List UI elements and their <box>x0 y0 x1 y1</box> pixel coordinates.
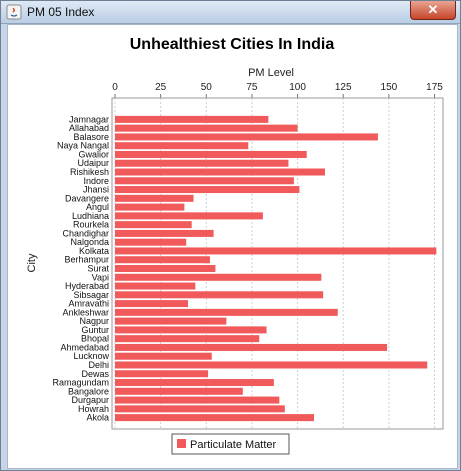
window-title: PM 05 Index <box>27 5 94 19</box>
bar-indore <box>115 177 294 184</box>
bar-lucknow <box>115 353 212 360</box>
bar-ahmedabad <box>115 344 387 351</box>
bar-udaipur <box>115 160 288 167</box>
bar-angul <box>115 204 184 211</box>
bar-berhampur <box>115 256 210 263</box>
close-button[interactable]: ✕ <box>410 1 456 20</box>
bar-amravathi <box>115 300 188 307</box>
java-app-icon <box>6 4 22 20</box>
y-category-label: Akola <box>86 413 109 423</box>
bar-dewas <box>115 370 208 377</box>
bar-allahabad <box>115 125 298 132</box>
bar-delhi <box>115 361 427 368</box>
x-tick-label: 125 <box>335 82 352 93</box>
bar-kolkata <box>115 247 436 254</box>
bar-ankleshwar <box>115 309 338 316</box>
bar-akola <box>115 414 314 421</box>
bar-nagpur <box>115 318 226 325</box>
x-tick-label: 175 <box>426 82 443 93</box>
x-axis-label: PM Level <box>248 67 294 79</box>
close-icon: ✕ <box>428 2 439 17</box>
chart-title: Unhealthiest Cities In India <box>130 36 335 53</box>
bar-howrah <box>115 405 285 412</box>
bar-guntur <box>115 326 267 333</box>
bar-rourkela <box>115 221 192 228</box>
x-tick-label: 75 <box>246 82 258 93</box>
bar-hyderabad <box>115 283 195 290</box>
bar-jhansi <box>115 186 299 193</box>
bar-balasore <box>115 133 378 140</box>
bar-bangalore <box>115 388 243 395</box>
legend: Particulate Matter <box>172 434 289 454</box>
bar-bhopal <box>115 335 259 342</box>
bar-gwalior <box>115 151 307 158</box>
bar-chandighar <box>115 230 214 237</box>
bar-surat <box>115 265 215 272</box>
bar-sibsagar <box>115 291 323 298</box>
x-tick-label: 50 <box>201 82 213 93</box>
bar-chart: Unhealthiest Cities In India PM Level Ci… <box>8 25 457 468</box>
x-tick-label: 150 <box>381 82 398 93</box>
x-tick-label: 0 <box>112 82 118 93</box>
y-axis-label: City <box>26 253 38 272</box>
bar-jamnagar <box>115 116 268 123</box>
bar-naya-nangal <box>115 142 248 149</box>
legend-swatch <box>177 439 186 448</box>
chart-panel: Unhealthiest Cities In India PM Level Ci… <box>7 24 458 469</box>
bar-rishikesh <box>115 169 325 176</box>
bar-nalgonda <box>115 239 186 246</box>
bar-vapi <box>115 274 321 281</box>
bar-davangere <box>115 195 194 202</box>
bar-ludhiana <box>115 212 263 219</box>
x-tick-label: 25 <box>155 82 167 93</box>
x-tick-label: 100 <box>289 82 306 93</box>
bar-durgapur <box>115 397 279 404</box>
title-bar[interactable]: PM 05 Index ✕ <box>1 1 460 24</box>
legend-label: Particulate Matter <box>190 439 277 451</box>
bar-ramagundam <box>115 379 274 386</box>
x-axis-ticks: 0 25 50 75 100 125 150 175 <box>112 82 443 98</box>
